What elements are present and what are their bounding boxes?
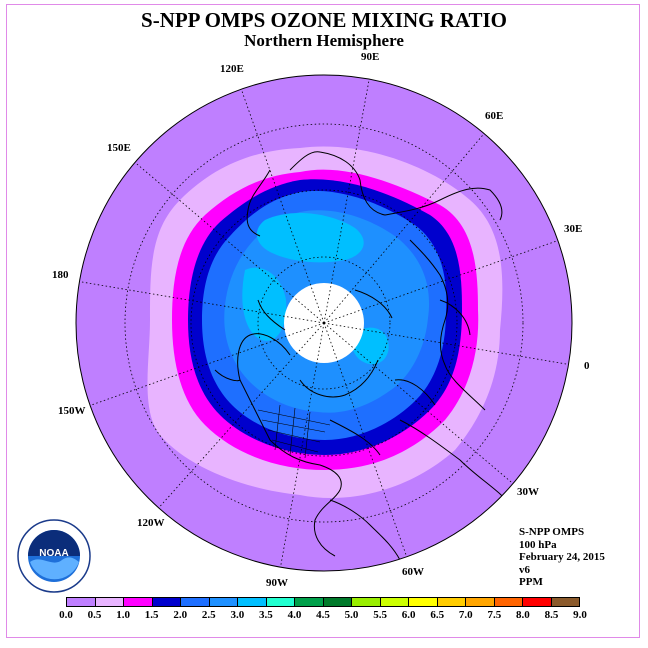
colorbar-swatch (94, 598, 123, 606)
colorbar-tick-label: 5.5 (373, 609, 387, 621)
label-60w: 60W (402, 566, 424, 578)
contour-3.0-3.5-a (256, 213, 364, 263)
colorbar-swatch (465, 598, 494, 606)
map-subtitle: Northern Hemisphere (244, 31, 404, 50)
colorbar-tick-label: 1.0 (116, 609, 130, 621)
graticule (76, 75, 572, 571)
colorbar-tick-label: 3.0 (230, 609, 245, 621)
colorbar-tick-label: 7.5 (487, 609, 502, 621)
colorbar-tick-label: 4.5 (316, 609, 330, 621)
colorbar-swatch (294, 598, 323, 606)
info-level: 100 hPa (519, 538, 557, 551)
colorbar-tick-label: 9.0 (573, 609, 587, 621)
info-instrument: S-NPP OMPS (519, 526, 585, 538)
colorbar-tick-label: 1.5 (144, 609, 159, 621)
label-60e: 60E (485, 110, 504, 122)
noaa-logo-text: NOAA (39, 548, 68, 559)
colorbar-tick-label: 8.0 (516, 609, 530, 621)
label-150w: 150W (58, 405, 86, 417)
colorbar-tick-label: 7.0 (458, 609, 473, 621)
colorbar-tick-label: 2.5 (201, 609, 216, 621)
label-90w: 90W (266, 577, 288, 589)
colorbar-swatch (408, 598, 437, 606)
label-180: 180 (52, 269, 69, 281)
colorbar-swatch (322, 598, 351, 606)
label-150e: 150E (107, 142, 131, 154)
label-30e: 30E (564, 223, 583, 235)
colorbar-swatch (550, 598, 579, 606)
colorbar-swatch (493, 598, 522, 606)
colorbar-tick-label: 3.5 (259, 609, 273, 621)
colorbar-swatch (351, 598, 380, 606)
coastlines (214, 151, 516, 561)
colorbar-swatch (379, 598, 408, 606)
colorbar-swatch (208, 598, 237, 606)
figure-frame (6, 4, 640, 638)
colorbar-swatch (522, 598, 551, 606)
noaa-logo: NOAA (17, 519, 91, 593)
colorbar-tick-label: 0.0 (59, 609, 73, 621)
colorbar-tick-label: 6.5 (430, 609, 445, 621)
colorbar-tick-label: 5.0 (344, 609, 359, 621)
colorbar-swatch (237, 598, 266, 606)
colorbar-tick-label: 8.5 (544, 609, 559, 621)
state-borders (257, 404, 331, 459)
map-title: S-NPP OMPS OZONE MIXING RATIO (141, 8, 507, 32)
label-0: 0 (584, 360, 590, 372)
label-120w: 120W (137, 517, 165, 529)
info-block: S-NPP OMPS 100 hPa February 24, 2015 v6 … (519, 526, 605, 589)
colorbar (66, 597, 580, 607)
colorbar-tick-label: 2.0 (173, 609, 188, 621)
colorbar-tick-label: 4.0 (287, 609, 302, 621)
colorbar-swatch (265, 598, 294, 606)
colorbar-swatch (180, 598, 209, 606)
label-30w: 30W (517, 486, 539, 498)
colorbar-tick-label: 6.0 (401, 609, 416, 621)
colorbar-swatch (123, 598, 152, 606)
colorbar-swatch (67, 598, 95, 606)
info-version: v6 (519, 563, 530, 576)
info-units: PPM (519, 576, 543, 589)
colorbar-tick-label: 0.5 (87, 609, 102, 621)
label-90e: 90E (361, 51, 380, 63)
label-120e: 120E (220, 63, 244, 75)
colorbar-swatch (151, 598, 180, 606)
colorbar-swatch (436, 598, 465, 606)
info-date: February 24, 2015 (519, 551, 605, 564)
